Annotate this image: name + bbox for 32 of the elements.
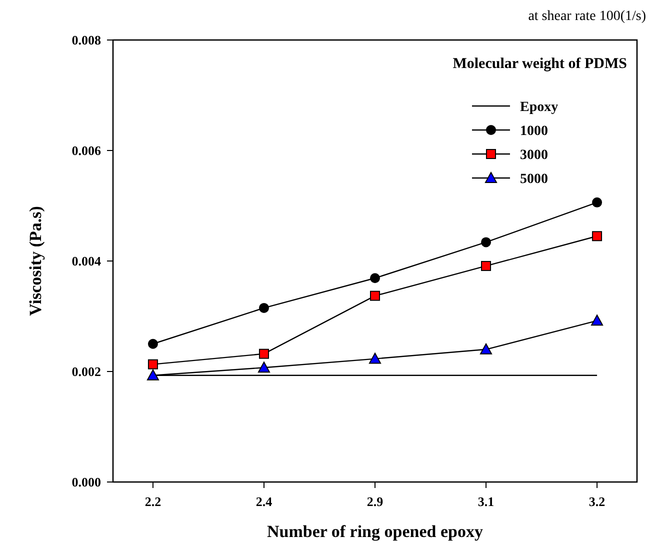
x-tick-label: 3.1	[478, 494, 494, 509]
y-tick-label: 0.002	[72, 364, 101, 380]
y-tick-label: 0.000	[72, 474, 101, 490]
point	[258, 302, 269, 313]
point	[258, 362, 270, 373]
legend-label: Epoxy	[520, 100, 558, 115]
point	[369, 352, 381, 364]
x-tick-label: 3.2	[588, 494, 606, 509]
point	[148, 359, 158, 370]
point	[258, 348, 269, 359]
point	[370, 273, 380, 284]
point	[481, 237, 492, 248]
legend-label: 5000	[520, 172, 548, 187]
x-tick-label: 2.2	[144, 494, 162, 509]
y-tick-label: 0.006	[72, 143, 102, 158]
legend-label: 1000	[520, 124, 548, 139]
legend-label: 3000	[520, 148, 548, 163]
point	[591, 314, 604, 326]
text: at shear rate 100(1/s)	[528, 9, 646, 24]
x-tick-label: 2.4	[256, 494, 273, 509]
y-tick-label: 0.008	[72, 32, 102, 48]
x-axis-title: Number of ring opened epoxy	[267, 522, 484, 541]
point	[592, 197, 602, 208]
point	[481, 260, 492, 271]
y-tick-label: 0.004	[72, 254, 102, 269]
point	[480, 343, 492, 354]
y-axis-title: Viscosity (Pa.s)	[26, 206, 45, 316]
point	[592, 231, 602, 242]
point	[370, 290, 380, 301]
x-tick-label: 2.9	[366, 494, 384, 509]
point	[148, 338, 158, 349]
legend-title: Molecular weight of PDMS	[452, 56, 627, 72]
